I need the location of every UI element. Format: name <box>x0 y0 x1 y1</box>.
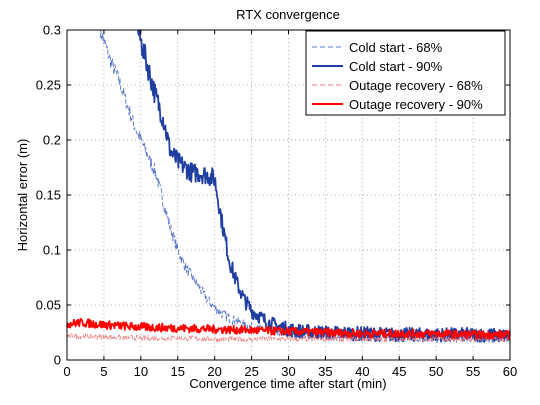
legend-label-2: Cold start - 90% <box>349 59 443 74</box>
x-tick-label: 35 <box>318 364 332 379</box>
axis-ticks: 0 5 10 15 20 25 30 35 40 45 50 55 60 0 0.05 0.1 0.15 0.2 0… <box>36 23 518 380</box>
y-tick-label: 0.3 <box>43 23 61 38</box>
x-tick-label: 25 <box>244 364 258 379</box>
y-tick-label: 0 <box>54 353 61 368</box>
x-axis-label: Convergence time after start (min) <box>189 376 386 391</box>
legend-label-4: Outage recovery - 90% <box>349 97 483 112</box>
y-tick-label: 0.05 <box>36 298 61 313</box>
y-tick-label: 0.15 <box>36 188 61 203</box>
x-tick-label: 5 <box>100 364 107 379</box>
x-tick-label: 10 <box>134 364 148 379</box>
legend-label-1: Cold start - 68% <box>349 40 443 55</box>
x-tick-label: 15 <box>171 364 185 379</box>
x-tick-label: 30 <box>281 364 295 379</box>
series-layer <box>66 29 511 344</box>
y-tick-label: 0.1 <box>43 243 61 258</box>
x-tick-label: 45 <box>392 364 406 379</box>
x-tick-label: 55 <box>466 364 480 379</box>
x-tick-label: 50 <box>429 364 443 379</box>
x-tick-label: 20 <box>207 364 221 379</box>
y-tick-label: 0.25 <box>36 78 61 93</box>
x-tick-label: 40 <box>355 364 369 379</box>
chart-title: RTX convergence <box>236 7 340 22</box>
x-tick-label: 0 <box>63 364 70 379</box>
legend-label-3: Outage recovery - 68% <box>349 78 483 93</box>
y-tick-label: 0.2 <box>43 133 61 148</box>
series-line-4 <box>66 317 511 340</box>
series-line-3 <box>66 333 511 343</box>
y-axis-label: Horizontal error (m) <box>15 139 30 252</box>
legend: Cold start - 68% Cold start - 90% Outage r… <box>305 30 506 116</box>
legend-box <box>305 30 506 116</box>
x-tick-label: 60 <box>503 364 517 379</box>
